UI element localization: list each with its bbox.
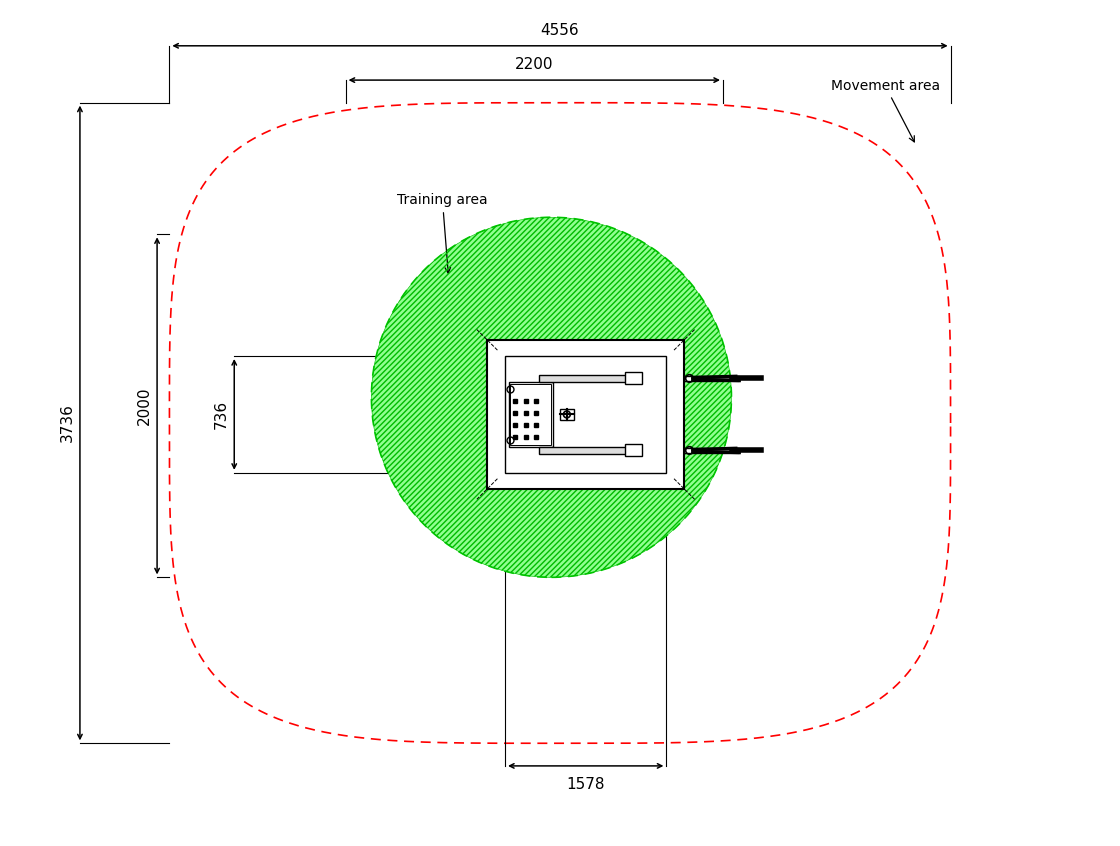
Bar <box>625 444 642 457</box>
Text: 736: 736 <box>214 400 230 429</box>
Bar <box>560 409 573 420</box>
Text: 2200: 2200 <box>515 57 553 72</box>
Bar <box>487 340 684 489</box>
Bar <box>684 376 739 381</box>
Bar <box>505 356 666 473</box>
Text: 1578: 1578 <box>567 777 605 792</box>
Bar <box>684 448 739 453</box>
Bar <box>511 383 551 445</box>
Bar <box>540 375 638 382</box>
Bar <box>508 382 553 447</box>
Text: Training area: Training area <box>398 193 487 273</box>
Circle shape <box>372 217 731 577</box>
Text: Movement area: Movement area <box>831 79 940 142</box>
Text: 4556: 4556 <box>541 23 579 37</box>
Text: 2000: 2000 <box>137 387 152 425</box>
Text: 3736: 3736 <box>59 404 75 442</box>
Bar <box>540 447 638 453</box>
Bar <box>625 372 642 384</box>
